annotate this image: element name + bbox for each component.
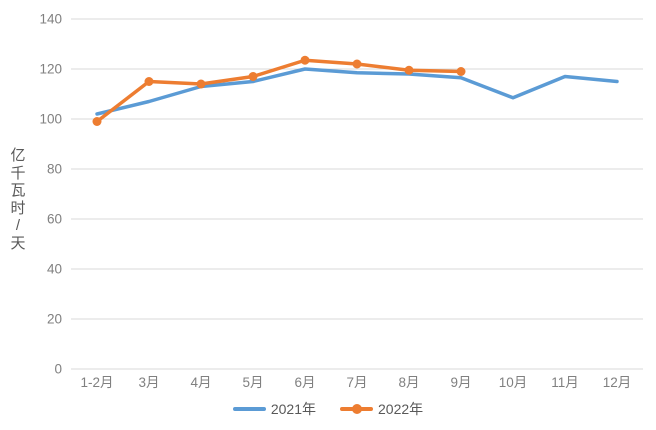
y-axis-title-char: 瓦 (10, 182, 26, 199)
y-tick-label-60: 60 (47, 212, 62, 227)
series-line-2022年 (95, 58, 463, 124)
x-tick-label-7月: 7月 (346, 375, 367, 390)
x-tick-label-9月: 9月 (450, 375, 471, 390)
y-axis-title-char: 天 (10, 234, 26, 252)
x-tick-label-1-2月: 1-2月 (80, 375, 113, 390)
y-axis-title-char: 时 (10, 199, 26, 217)
legend-swatch-2022-line (340, 404, 373, 414)
x-tick-label-4月: 4月 (190, 375, 211, 390)
y-axis-title-char: 千 (10, 164, 26, 182)
series-marker-2022年-1-2月 (92, 117, 102, 126)
x-tick-label-6月: 6月 (294, 375, 315, 390)
x-tick-label-5月: 5月 (242, 375, 263, 390)
y-tick-label-100: 100 (39, 112, 62, 127)
series-marker-2022年-8月 (404, 65, 414, 75)
legend: 2021年 2022年 (0, 399, 656, 419)
y-axis-title: 亿千瓦时 / 天 (6, 147, 30, 252)
y-tick-label-140: 140 (39, 12, 62, 27)
series-marker-2022年-3月 (144, 77, 154, 86)
y-axis-title-char: 亿 (10, 147, 26, 164)
x-tick-label-12月: 12月 (603, 375, 632, 390)
legend-label-2022: 2022年 (378, 401, 424, 417)
series-marker-2022年-7月 (352, 59, 362, 69)
legend-marker-dot-icon (351, 404, 362, 414)
series-marker-2022年-9月 (456, 67, 466, 76)
y-tick-label-120: 120 (39, 62, 62, 77)
y-tick-label-20: 20 (47, 312, 62, 327)
x-tick-label-8月: 8月 (398, 375, 419, 390)
series-marker-2022年-6月 (300, 55, 310, 65)
series-line-2021年 (95, 67, 619, 116)
y-axis-title-char: / (15, 217, 21, 234)
x-tick-label-11月: 11月 (551, 375, 579, 390)
y-tick-label-80: 80 (47, 162, 62, 177)
x-tick-label-10月: 10月 (499, 375, 528, 390)
series-marker-2022年-5月 (248, 72, 258, 81)
y-tick-label-0: 0 (54, 362, 62, 377)
legend-item-2021: 2021年 (232, 399, 316, 419)
legend-item-2022: 2022年 (340, 399, 423, 419)
x-tick-label-3月: 3月 (138, 375, 159, 390)
series-marker-2022年-4月 (196, 79, 206, 89)
legend-label-2021: 2021年 (270, 401, 316, 417)
legend-swatch-2021-line (232, 407, 266, 411)
y-tick-label-40: 40 (47, 262, 62, 277)
